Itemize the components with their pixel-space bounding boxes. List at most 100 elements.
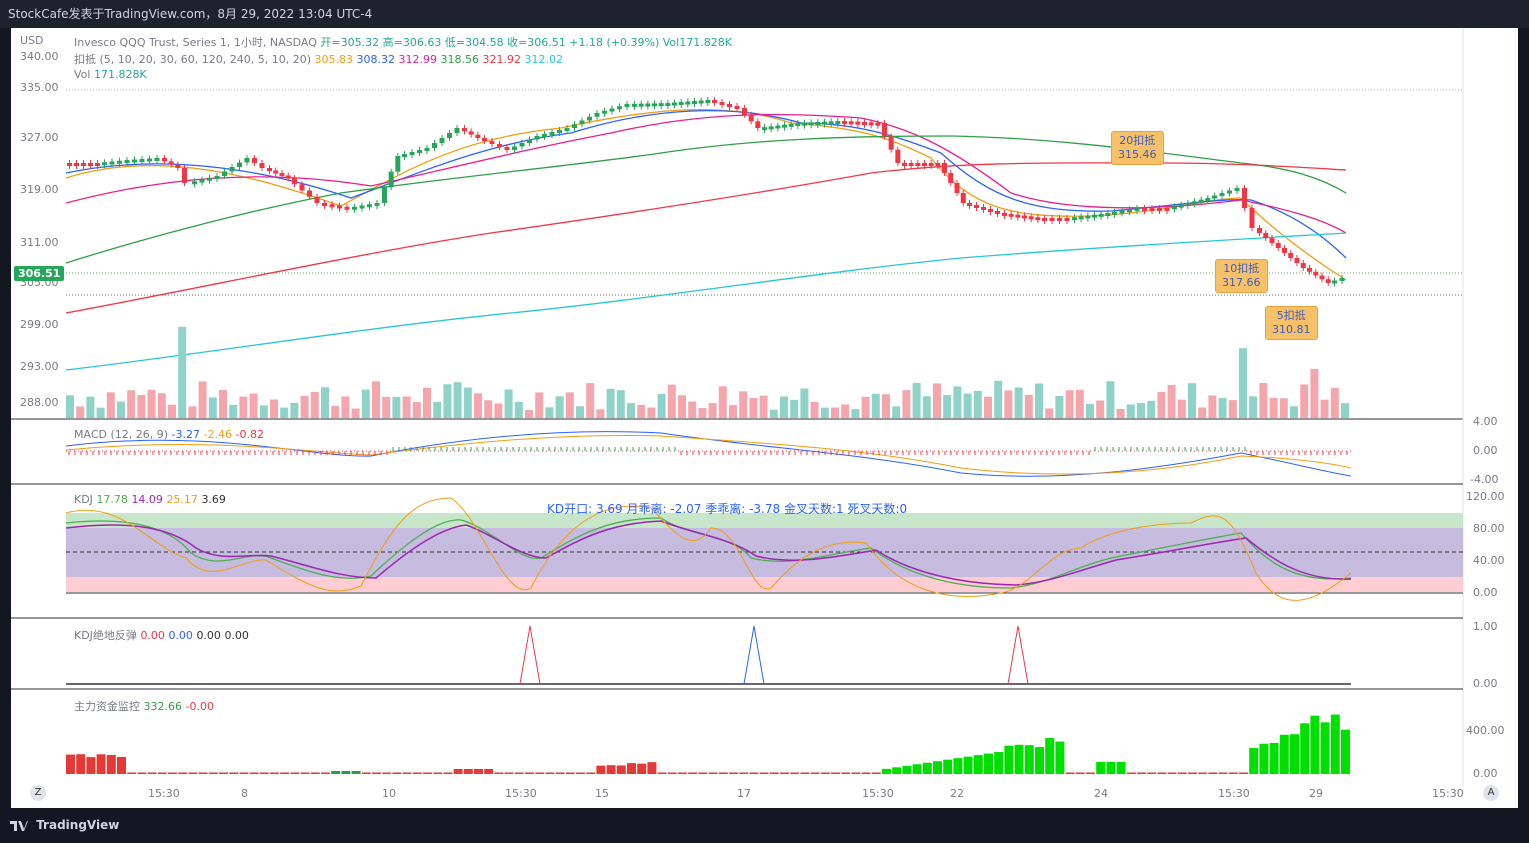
price-tick: 293.00 <box>20 360 59 373</box>
fund-flow-bar <box>565 772 575 774</box>
volume-bar <box>117 401 125 418</box>
fund-flow-bar <box>973 755 983 774</box>
volume-bar <box>790 399 799 418</box>
kdj-d-line <box>65 520 1352 586</box>
fund-flow-bar <box>453 769 463 774</box>
time-tick: 15:30 <box>1218 787 1250 800</box>
rebound-name: KDJ绝地反弹 <box>74 629 137 642</box>
volume-value: Vol171.828K <box>662 36 732 49</box>
price-tick: 319.00 <box>20 183 59 196</box>
volume-bar <box>1167 385 1176 418</box>
ma-value-2: 308.32 <box>356 53 396 66</box>
fund-flow-bar <box>800 772 810 774</box>
fund-flow-bar <box>351 771 361 774</box>
volume-bar <box>372 381 380 418</box>
fund-flow-bar <box>708 772 718 774</box>
time-tick: 15:30 <box>505 787 537 800</box>
macd-value-1: -3.27 <box>171 428 201 441</box>
ma-line <box>65 232 1347 371</box>
fund-flow-bar <box>851 772 861 774</box>
volume-bar <box>290 402 299 418</box>
fund-flow-bar <box>423 772 432 774</box>
volume-bar <box>1024 394 1033 418</box>
fund-flow-bar <box>1228 772 1238 774</box>
volume-bar <box>259 405 268 418</box>
volume-bar <box>678 395 686 418</box>
kdj-j-line <box>65 497 1352 601</box>
volume-bar <box>208 397 217 418</box>
fund-flow-bar <box>1055 741 1065 774</box>
callout-value: 317.66 <box>1222 276 1261 289</box>
kdj-legend[interactable]: KDJ 17.78 14.09 25.17 3.69 <box>74 493 226 506</box>
fund-flow-bar <box>963 756 973 774</box>
fund-flow-bar <box>1096 762 1106 774</box>
tradingview-logo[interactable]: TradingView <box>10 818 119 832</box>
fund-flow-bar <box>300 772 310 774</box>
fund-flow-bar <box>1157 772 1167 774</box>
volume-bar <box>565 392 574 418</box>
fund-flow-bar <box>1065 772 1075 774</box>
fund-flow-bar <box>933 761 942 774</box>
kdj-rebound-legend[interactable]: KDJ绝地反弹 0.00 0.00 0.00 0.00 <box>74 627 249 643</box>
footer-bar <box>0 808 1529 843</box>
fund-flow-bar <box>769 772 779 774</box>
time-tick: 15:30 <box>148 787 180 800</box>
volume-bar <box>984 396 992 418</box>
fund-tick: 0.00 <box>1473 767 1498 780</box>
macd-value-2: -2.46 <box>203 428 232 441</box>
macd-legend[interactable]: MACD (12, 26, 9) -3.27 -2.46 -0.82 <box>74 428 264 441</box>
volume-bar <box>596 409 605 418</box>
volume-bar <box>994 380 1003 418</box>
fund-flow-bar <box>943 759 953 774</box>
volume-bar <box>412 402 421 418</box>
volume-bar <box>576 406 584 418</box>
volume-bar <box>157 393 166 418</box>
volume-bar <box>178 326 187 418</box>
fund-flow-bar <box>310 772 320 774</box>
fund-flow-bar <box>1290 734 1299 774</box>
volume-bar <box>280 407 289 418</box>
main-legend-line2[interactable]: 扣抵 (5, 10, 20, 30, 60, 120, 240, 5, 10, … <box>74 51 563 67</box>
volume-bar <box>820 407 829 418</box>
callout-10: 10扣抵 317.66 <box>1215 259 1268 293</box>
volume-bar <box>106 392 115 418</box>
ma-value-5: 321.92 <box>482 53 522 66</box>
volume-legend[interactable]: Vol 171.828K <box>74 68 147 81</box>
volume-bar <box>1086 403 1094 418</box>
volume-bar <box>382 396 391 418</box>
fund-flow-bar <box>178 772 188 774</box>
volume-bar <box>219 389 227 418</box>
volume-bar <box>739 391 748 418</box>
kdj-oversold-zone <box>66 577 1463 592</box>
macd-tick: 4.00 <box>1473 415 1498 428</box>
price-chart-canvas[interactable] <box>11 28 1518 808</box>
volume-bar <box>1177 399 1186 418</box>
fund-flow-bar <box>902 765 912 774</box>
volume-bar <box>321 387 329 418</box>
price-tick: 288.00 <box>20 396 59 409</box>
macd-signal-line <box>65 434 1352 475</box>
volume-bar <box>310 391 319 418</box>
fund-flow-bar <box>1004 745 1014 774</box>
auto-scale-a-button[interactable]: A <box>1483 785 1499 801</box>
volume-bar <box>729 405 737 418</box>
brand-name: TradingView <box>36 818 120 832</box>
fund-flow-bar <box>841 772 851 774</box>
volume-bar <box>1320 399 1329 418</box>
open-value: 开=305.32 <box>320 36 380 49</box>
volume-bar <box>137 395 146 418</box>
auto-scale-button[interactable]: Z <box>30 785 46 801</box>
volume-legend-value: 171.828K <box>93 68 147 81</box>
fund-flow-bar <box>147 772 157 774</box>
fund-flow-bar <box>382 772 392 774</box>
volume-bar <box>871 393 880 418</box>
fund-legend[interactable]: 主力资金监控 332.66 -0.00 <box>74 698 214 714</box>
volume-bar <box>545 407 554 418</box>
fund-flow-bar <box>117 756 126 774</box>
fund-flow-bar <box>412 772 422 774</box>
main-legend-line1[interactable]: Invesco QQQ Trust, Series 1, 1小时, NASDAQ… <box>74 34 732 50</box>
fund-flow-bar <box>831 772 840 774</box>
volume-bar <box>249 393 258 418</box>
macd-line <box>65 431 1352 477</box>
fund-flow-bar <box>402 772 412 774</box>
